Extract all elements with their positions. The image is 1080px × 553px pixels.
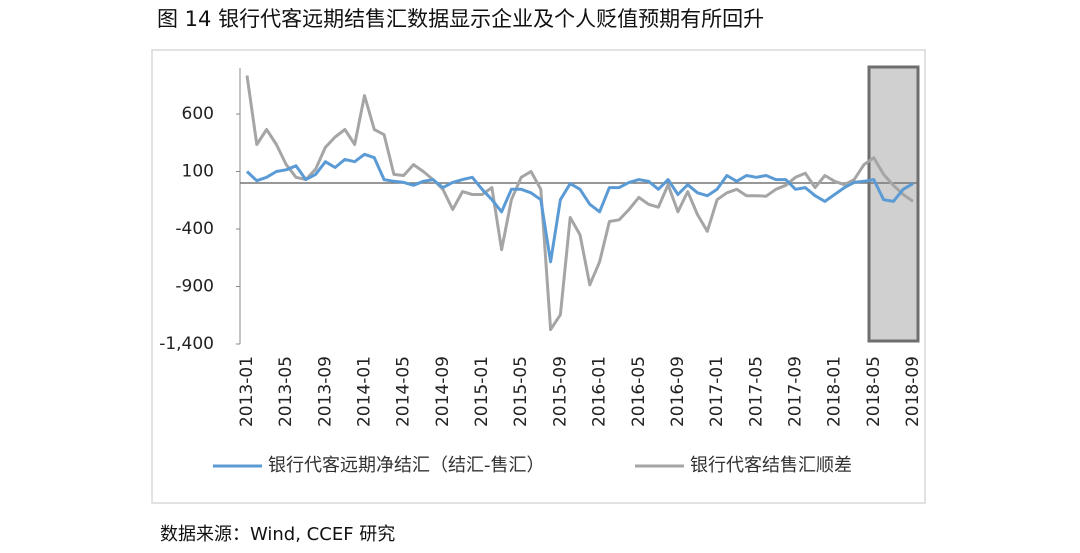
forecast-highlight — [867, 65, 920, 343]
x-tick-label: 2017-01 — [707, 356, 727, 427]
y-tick-label: 600 — [182, 104, 214, 124]
y-tick-label: -900 — [175, 277, 214, 297]
x-tick-label: 2014-09 — [433, 356, 453, 427]
x-tick-label: 2015-09 — [550, 356, 570, 427]
chart-title: 图 14 银行代客远期结售汇数据显示企业及个人贬值预期有所回升 — [157, 7, 764, 31]
y-tick-label: -1,400 — [159, 334, 214, 354]
chart-frame — [151, 49, 926, 504]
x-tick-label: 2015-05 — [511, 356, 531, 427]
y-tick-label: -400 — [175, 219, 214, 239]
x-tick-label: 2018-01 — [825, 356, 845, 427]
legend-label: 银行代客远期净结汇（结汇-售汇） — [268, 455, 545, 476]
x-tick-label: 2013-01 — [237, 356, 257, 427]
series-line — [245, 75, 914, 332]
x-tick-label: 2016-01 — [590, 356, 610, 427]
x-tick-label: 2014-05 — [394, 356, 414, 427]
x-tick-label: 2013-09 — [315, 356, 335, 427]
x-tick-label: 2016-05 — [629, 356, 649, 427]
x-tick-label: 2018-05 — [864, 356, 884, 427]
x-tick-label: 2014-01 — [355, 356, 375, 427]
x-tick-label: 2016-09 — [668, 356, 688, 427]
legend-label: 银行代客结售汇顺差 — [690, 455, 852, 476]
x-tick-label: 2015-01 — [472, 356, 492, 427]
x-tick-label: 2013-05 — [276, 356, 296, 427]
x-tick-label: 2017-05 — [746, 356, 766, 427]
x-tick-label: 2017-09 — [785, 356, 805, 427]
series-line — [245, 152, 914, 264]
x-tick-label: 2018-09 — [903, 356, 923, 427]
source-note: 数据来源：Wind, CCEF 研究 — [160, 524, 395, 545]
y-tick-label: 100 — [182, 162, 214, 182]
